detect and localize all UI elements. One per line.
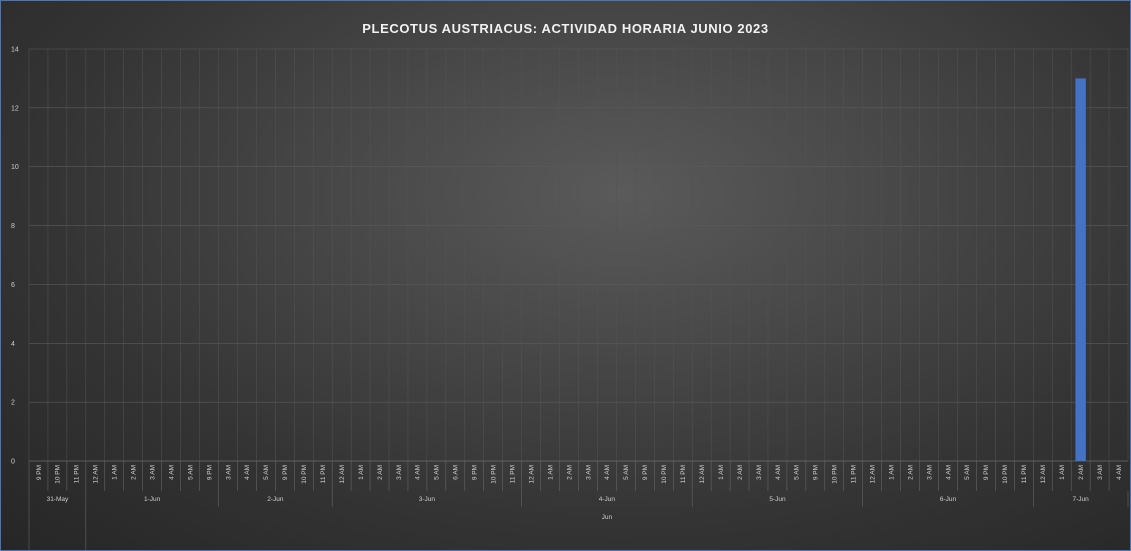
y-tick-label: 4 (11, 341, 15, 348)
x-tick-label: 5 AM (794, 465, 801, 480)
day-label: 1-Jun (144, 496, 161, 503)
x-tick-label: 10 PM (301, 465, 308, 484)
x-tick-label: 9 PM (206, 465, 213, 480)
x-tick-label: 4 AM (244, 465, 251, 480)
y-tick-label: 2 (11, 400, 15, 407)
x-tick-label: 1 AM (718, 465, 725, 480)
x-tick-label: 10 PM (55, 465, 62, 484)
x-tick-label: 10 PM (661, 465, 668, 484)
x-tick-label: 9 PM (983, 465, 990, 480)
y-tick-label: 14 (11, 47, 19, 54)
x-tick-label: 4 AM (168, 465, 175, 480)
x-tick-label: 11 PM (74, 465, 81, 483)
x-tick-label: 12 AM (869, 465, 876, 483)
x-tick-label: 12 AM (528, 465, 535, 483)
x-tick-label: 1 AM (358, 465, 365, 480)
x-tick-label: 11 PM (1021, 465, 1028, 483)
day-label: 5-Jun (769, 496, 786, 503)
y-tick-label: 10 (11, 164, 19, 171)
day-label: 31-May (47, 496, 69, 503)
x-tick-label: 3 AM (225, 465, 232, 480)
x-tick-label: 3 AM (396, 465, 403, 480)
x-tick-label: 9 PM (813, 465, 820, 480)
y-tick-label: 12 (11, 105, 19, 112)
x-tick-label: 3 AM (585, 465, 592, 480)
x-tick-label: 6 AM (453, 465, 460, 480)
x-tick-label: 2 AM (566, 465, 573, 480)
x-tick-label: 2 AM (737, 465, 744, 480)
y-tick-label: 6 (11, 282, 15, 289)
x-tick-label: 11 PM (509, 465, 516, 483)
x-tick-label: 12 AM (339, 465, 346, 483)
x-tick-label: 4 AM (1116, 465, 1123, 480)
x-tick-label: 11 PM (851, 465, 858, 483)
day-label: 2-Jun (267, 496, 284, 503)
y-tick-label: 0 (11, 459, 15, 466)
x-tick-label: 5 AM (263, 465, 270, 480)
x-tick-label: 10 PM (832, 465, 839, 484)
x-tick-label: 10 PM (1002, 465, 1009, 484)
x-tick-label: 1 AM (547, 465, 554, 480)
x-tick-label: 1 AM (1059, 465, 1066, 480)
day-label: 3-Jun (419, 496, 436, 503)
x-tick-label: 9 PM (642, 465, 649, 480)
x-tick-label: 11 PM (680, 465, 687, 483)
x-tick-label: 2 AM (907, 465, 914, 480)
x-tick-label: 9 PM (282, 465, 289, 480)
x-tick-label: 2 AM (377, 465, 384, 480)
x-tick-label: 3 AM (1097, 465, 1104, 480)
x-tick-label: 9 PM (36, 465, 43, 480)
x-tick-label: 10 PM (491, 465, 498, 484)
day-label: 6-Jun (940, 496, 957, 503)
x-tick-label: 12 AM (699, 465, 706, 483)
day-label: 7-Jun (1072, 496, 1089, 503)
x-tick-label: 2 AM (131, 465, 138, 480)
x-tick-label: 5 AM (964, 465, 971, 480)
x-tick-label: 5 AM (187, 465, 194, 480)
x-tick-label: 4 AM (945, 465, 952, 480)
x-tick-label: 1 AM (112, 465, 119, 480)
x-tick-label: 4 AM (415, 465, 422, 480)
y-tick-label: 8 (11, 223, 15, 230)
x-tick-label: 1 AM (888, 465, 895, 480)
x-tick-label: 3 AM (756, 465, 763, 480)
day-label: 4-Jun (599, 496, 616, 503)
x-tick-label: 3 AM (926, 465, 933, 480)
chart-title: PLECOTUS AUSTRIACUS: ACTIVIDAD HORARIA J… (362, 21, 769, 36)
x-tick-label: 5 AM (434, 465, 441, 480)
x-tick-label: 9 PM (472, 465, 479, 480)
month-label: Jun (602, 514, 613, 521)
x-tick-label: 3 AM (149, 465, 156, 480)
data-bar (1075, 78, 1086, 461)
x-tick-label: 5 AM (623, 465, 630, 480)
x-tick-label: 12 AM (1040, 465, 1047, 483)
x-tick-label: 4 AM (775, 465, 782, 480)
x-tick-label: 11 PM (320, 465, 327, 483)
x-tick-label: 4 AM (604, 465, 611, 480)
x-tick-label: 12 AM (93, 465, 100, 483)
x-tick-label: 2 AM (1078, 465, 1085, 480)
